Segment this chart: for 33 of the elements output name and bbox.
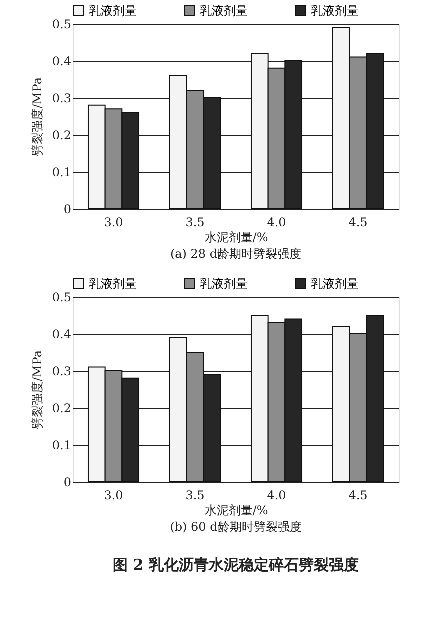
x-tick-label: 3.5 [186, 488, 205, 502]
y-tick-label: 0.2 [52, 128, 72, 142]
x-tick-label: 3.0 [104, 488, 124, 502]
text: (a) 28 d龄期时劈裂强度 [170, 247, 302, 261]
y-tick-label: 0.5 [52, 18, 72, 32]
x-axis-title: 水泥剂量/% [204, 230, 268, 244]
y-tick-label: 0.1 [52, 166, 72, 180]
x-axis-title: 水泥剂量/% [204, 504, 268, 518]
x-tick-label: 3.0 [104, 216, 124, 230]
y-tick-label: 0.4 [52, 54, 72, 68]
x-tick-label: 3.5 [186, 216, 205, 230]
x-tick-label: 4.0 [267, 216, 286, 230]
y-tick-label: 0.2 [52, 402, 72, 416]
y-tick-label: 0.5 [52, 290, 72, 304]
y-tick-label: 0 [64, 476, 72, 490]
legend-label: 乳液剂量 [200, 277, 248, 291]
y-tick-label: 0.4 [52, 328, 72, 342]
y-tick-label: 0.3 [52, 364, 72, 378]
y-axis-title: 劈裂强度/MPa [30, 77, 44, 157]
y-axis-title: 劈裂强度/MPa [30, 350, 44, 430]
legend-label: 乳液剂量 [89, 4, 137, 18]
x-tick-label: 4.5 [348, 216, 368, 230]
y-tick-label: 0.3 [52, 92, 72, 106]
legend-label: 乳液剂量 [311, 4, 359, 18]
x-tick-label: 4.5 [348, 488, 368, 502]
y-tick-label: 0.1 [52, 438, 72, 452]
text: (b) 60 d龄期时劈裂强度 [170, 520, 302, 534]
y-tick-label: 0 [64, 202, 72, 216]
legend-label: 乳液剂量 [311, 277, 359, 291]
legend-label: 乳液剂量 [89, 277, 137, 291]
legend-label: 乳液剂量 [200, 4, 248, 18]
caption: 图 2 乳化沥青水泥稳定碎石劈裂强度 [113, 556, 359, 574]
x-tick-label: 4.0 [267, 488, 286, 502]
